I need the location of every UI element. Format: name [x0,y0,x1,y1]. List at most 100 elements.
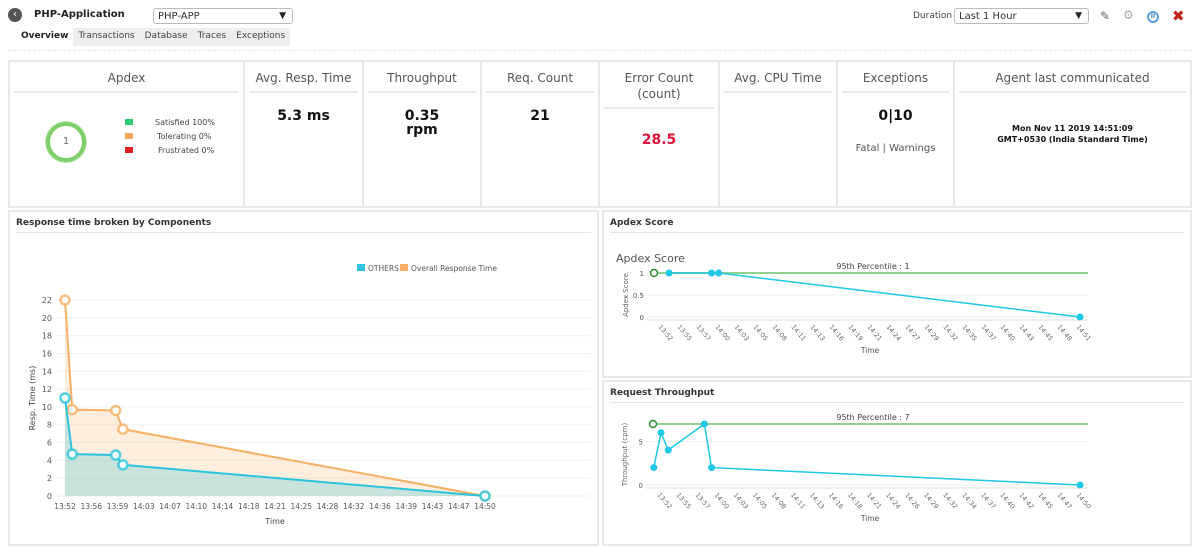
exceptions-label: Exceptions [842,66,949,93]
data-point [117,423,129,435]
x-tick-label: 14:43 [422,502,444,511]
app-select[interactable]: PHP-APP ▼ [153,8,293,24]
apdex-label: Apdex [14,66,239,93]
x-tick-label: 14:14 [212,502,234,511]
tab-bar: Overview Transactions Database Traces Ex… [16,28,291,46]
data-point [66,448,78,460]
x-tick-label: 14:29 [922,323,940,342]
legend-swatch [357,264,365,271]
tab-exceptions[interactable]: Exceptions [236,31,286,41]
close-icon[interactable]: ✖ [1172,7,1185,25]
x-tick-label: 13:59 [107,502,129,511]
y-tick-label: 18 [42,332,52,341]
x-tick-label: 14:32 [343,502,365,511]
x-tick-label: 14:45 [1036,323,1054,342]
agent-time: Mon Nov 11 2019 14:51:09 GMT+0530 (India … [997,124,1148,144]
y-tick-label: 4 [47,456,52,465]
x-tick-label: 14:00 [713,323,731,342]
dropdown-arrow-icon: ▼ [1075,11,1082,21]
x-tick-label: 14:18 [846,491,864,510]
x-tick-label: 14:21 [264,502,286,511]
dropdown-arrow-icon: ▼ [279,11,286,21]
y-tick-label: 1 [640,270,644,278]
x-tick-label: 14:07 [159,502,181,511]
panel-title: Apdex Score [610,218,1184,233]
y-tick-label: 22 [42,296,52,305]
y-tick-label: 5 [639,438,643,446]
x-tick-label: 14:21 [865,491,883,510]
legend-swatch [400,264,408,271]
agent-cell: Agent last communicated Mon Nov 11 2019 1… [955,62,1190,206]
req-count-cell: Req. Count 21 [482,62,600,206]
x-tick-label: 13:56 [80,502,102,511]
throughput-panel: Request Throughput [602,380,1192,546]
x-tick-label: 14:24 [884,491,902,510]
avg-resp-cell: Avg. Resp. Time 5.3 ms [245,62,364,206]
tab-transactions[interactable]: Transactions [78,31,135,41]
y-tick-label: 0 [640,314,644,322]
data-point [1076,313,1084,321]
exceptions-sub: Fatal | Warnings [855,143,936,154]
avg-resp-value: 5.3 ms [277,108,330,124]
x-tick-label: 14:03 [732,323,750,342]
percentile-marker [648,419,658,429]
y-tick-label: 2 [47,474,52,483]
x-tick-label: 14:43 [1017,323,1035,342]
data-point [1076,481,1084,489]
edit-icon[interactable]: ✎ [1100,9,1111,23]
y-tick-label: 0 [47,492,52,501]
legend-satisfied: Satisfied 100% [125,116,215,130]
x-tick-label: 14:47 [448,502,470,511]
y-tick-label: 14 [42,367,52,376]
tab-database[interactable]: Database [144,31,188,41]
data-point [59,294,71,306]
exceptions-value: 0|10 [878,108,913,124]
y-tick-label: 0 [639,482,643,490]
x-tick-label: 14:50 [474,502,496,511]
y-tick-label: 6 [47,439,52,448]
throughput-cell: Throughput 0.35 rpm [364,62,482,206]
y-axis-label: Resp. Time (ms) [28,366,37,431]
data-point [715,269,723,277]
data-point [708,464,716,472]
error-count-cell: Error Count (count) 28.5 [600,62,720,206]
data-point [109,449,122,461]
x-tick-label: 14:32 [941,323,959,342]
x-tick-label: 14:39 [395,502,417,511]
x-tick-label: 14:32 [941,491,959,510]
x-tick-label: 14:40 [998,491,1016,510]
x-tick-label: 14:25 [290,502,312,511]
x-tick-label: 13:55 [675,323,693,342]
percentile-label: 95th Percentile : 1 [836,262,909,271]
series-line [653,422,1081,486]
pause-icon[interactable]: II [1147,11,1159,23]
x-tick-label: 14:37 [979,491,997,510]
settings-icon[interactable]: ⚙ [1123,8,1134,22]
x-tick-label: 14:29 [922,491,940,510]
data-point [657,429,665,437]
apdex-score-ring: 1 [46,122,86,162]
back-button[interactable]: ‹ [8,8,22,22]
x-tick-label: 14:21 [865,323,883,342]
y-tick-label: 10 [42,403,52,412]
x-tick-label: 14:16 [827,491,845,510]
x-tick-label: 14:03 [133,502,155,511]
x-tick-label: 14:45 [1036,491,1054,510]
req-count-label: Req. Count [486,66,594,93]
x-tick-label: 14:26 [903,491,921,510]
duration-select[interactable]: Last 1 Hour ▼ [954,8,1089,24]
x-tick-label: 14:05 [751,323,769,342]
x-tick-label: 14:24 [884,323,902,342]
x-tick-label: 14:03 [732,491,750,510]
series-area [65,300,485,496]
tab-overview[interactable]: Overview [16,28,74,46]
panel-title: Request Throughput [610,388,1184,403]
x-axis-label: Time [860,346,880,355]
apdex-cell: Apdex 1 Satisfied 100% Tolerating 0% Fru… [10,62,245,206]
legend-label: Overall Response Time [411,264,497,273]
x-tick-label: 14:11 [789,491,807,510]
tab-traces[interactable]: Traces [197,31,227,41]
x-tick-label: 14:19 [846,323,864,342]
cpu-label: Avg. CPU Time [724,66,832,93]
